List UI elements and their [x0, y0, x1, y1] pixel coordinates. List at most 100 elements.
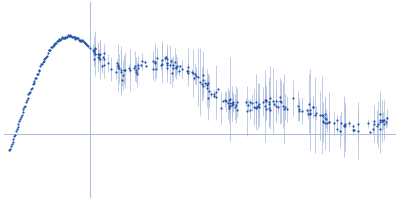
Point: [211, 94, 218, 97]
Point: [350, 128, 356, 131]
Point: [101, 58, 107, 61]
Point: [68, 34, 74, 37]
Point: [152, 61, 158, 64]
Point: [224, 102, 231, 105]
Point: [266, 106, 272, 110]
Point: [71, 36, 78, 39]
Point: [334, 118, 340, 122]
Point: [331, 121, 337, 124]
Point: [164, 63, 170, 67]
Point: [306, 112, 313, 115]
Point: [92, 52, 98, 55]
Point: [204, 86, 210, 90]
Point: [200, 73, 206, 76]
Point: [204, 96, 211, 99]
Point: [320, 121, 326, 124]
Point: [48, 45, 54, 49]
Point: [248, 101, 255, 104]
Point: [345, 122, 352, 125]
Point: [164, 57, 170, 61]
Point: [322, 116, 328, 119]
Point: [176, 69, 182, 72]
Point: [290, 96, 296, 100]
Point: [16, 120, 22, 123]
Point: [226, 106, 232, 109]
Point: [29, 87, 35, 90]
Point: [281, 106, 288, 109]
Point: [76, 38, 83, 41]
Point: [172, 61, 178, 64]
Point: [120, 73, 127, 76]
Point: [127, 68, 134, 71]
Point: [121, 68, 128, 71]
Point: [322, 121, 328, 124]
Point: [267, 96, 273, 99]
Point: [84, 44, 90, 47]
Point: [25, 93, 32, 96]
Point: [350, 125, 356, 128]
Point: [138, 64, 145, 67]
Point: [13, 129, 19, 132]
Point: [28, 88, 34, 91]
Point: [177, 64, 184, 67]
Point: [44, 54, 50, 57]
Point: [55, 39, 61, 42]
Point: [53, 42, 59, 45]
Point: [244, 109, 250, 112]
Point: [226, 99, 232, 102]
Point: [95, 56, 102, 60]
Point: [116, 67, 122, 70]
Point: [307, 108, 314, 111]
Point: [319, 114, 326, 117]
Point: [58, 37, 64, 40]
Point: [305, 113, 312, 116]
Point: [20, 110, 26, 113]
Point: [262, 104, 268, 107]
Point: [262, 99, 268, 102]
Point: [67, 34, 74, 37]
Point: [8, 142, 15, 145]
Point: [14, 125, 21, 129]
Point: [184, 70, 190, 73]
Point: [31, 80, 38, 83]
Point: [204, 82, 211, 85]
Point: [114, 61, 120, 65]
Point: [135, 63, 141, 66]
Point: [222, 98, 228, 101]
Point: [80, 39, 86, 42]
Point: [76, 38, 82, 41]
Point: [61, 36, 68, 39]
Point: [234, 101, 240, 104]
Point: [54, 40, 60, 43]
Point: [365, 122, 372, 125]
Point: [91, 48, 98, 51]
Point: [30, 81, 37, 85]
Point: [59, 35, 65, 39]
Point: [278, 100, 284, 103]
Point: [22, 104, 28, 107]
Point: [17, 118, 23, 121]
Point: [21, 105, 28, 109]
Point: [6, 149, 12, 152]
Point: [310, 106, 316, 109]
Point: [204, 84, 210, 87]
Point: [185, 70, 192, 73]
Point: [246, 108, 253, 112]
Point: [298, 109, 305, 112]
Point: [306, 102, 312, 105]
Point: [49, 45, 55, 49]
Point: [47, 48, 54, 51]
Point: [263, 99, 270, 103]
Point: [184, 71, 191, 74]
Point: [256, 106, 262, 109]
Point: [62, 36, 68, 39]
Point: [57, 39, 64, 42]
Point: [342, 125, 349, 128]
Point: [65, 34, 71, 37]
Point: [168, 59, 174, 62]
Point: [281, 107, 287, 111]
Point: [135, 66, 142, 70]
Point: [170, 67, 176, 70]
Point: [142, 60, 148, 64]
Point: [40, 60, 46, 63]
